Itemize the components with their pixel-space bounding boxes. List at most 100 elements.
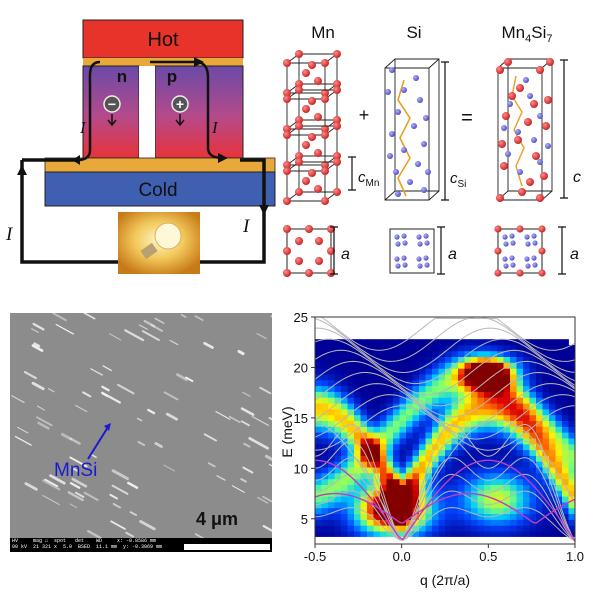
heatmap-cell xyxy=(315,420,322,427)
atom xyxy=(321,89,329,97)
precipitate-streak xyxy=(31,328,39,333)
heatmap-cell xyxy=(484,391,491,398)
heatmap-cell xyxy=(477,525,485,532)
heatmap-cell xyxy=(555,345,563,352)
heatmap-cell xyxy=(516,414,524,421)
heatmap-cell xyxy=(328,409,335,416)
heatmap-cell xyxy=(490,432,498,439)
heatmap-cell xyxy=(412,484,420,491)
atom xyxy=(525,263,531,269)
heatmap-cell xyxy=(412,443,420,451)
heatmap-cell xyxy=(562,368,569,375)
atom xyxy=(395,109,401,115)
heatmap-cell xyxy=(484,420,491,427)
heatmap-cell xyxy=(464,403,472,410)
heatmap-cell xyxy=(458,496,465,503)
heatmap-cell xyxy=(510,350,517,357)
heatmap-cell xyxy=(497,443,504,451)
heatmap-cell xyxy=(419,455,426,462)
heatmap-cell xyxy=(354,379,361,387)
heatmap-cell xyxy=(503,443,511,451)
heatmap-cell xyxy=(321,467,329,474)
heatmap-cell xyxy=(523,362,530,369)
heatmap-cell xyxy=(451,368,459,375)
heatmap-cell xyxy=(536,513,543,520)
atom xyxy=(394,256,400,262)
heatmap-cell xyxy=(549,362,556,369)
heatmap-cell xyxy=(471,397,478,404)
x-tick-label: -0.5 xyxy=(304,549,326,564)
heatmap-cell xyxy=(523,368,530,375)
atom xyxy=(402,262,408,268)
heatmap-cell xyxy=(516,379,524,387)
heatmap-cell xyxy=(354,414,361,421)
a-bracket-2 xyxy=(437,226,445,275)
heatmap-cell xyxy=(497,519,504,526)
heatmap-cell xyxy=(341,438,348,445)
heatmap-cell xyxy=(399,473,407,480)
heatmap-cell xyxy=(536,426,543,433)
heatmap-cell xyxy=(464,484,472,491)
heatmap-cell xyxy=(328,362,335,369)
mnsi-pointer-icon xyxy=(87,426,109,460)
heatmap-cell xyxy=(477,531,485,538)
heatmap-cell xyxy=(555,490,563,497)
heatmap-cell xyxy=(393,502,400,509)
heatmap-cell xyxy=(529,484,537,491)
heatmap-cell xyxy=(315,449,322,456)
heatmap-cell xyxy=(445,438,452,445)
heatmap-cell xyxy=(328,379,335,387)
heatmap-cell xyxy=(445,362,452,369)
atom xyxy=(545,143,551,149)
heatmap-cell xyxy=(484,484,491,491)
precipitate-streak xyxy=(163,464,176,472)
dispersion-curve xyxy=(314,473,576,542)
heatmap-cell xyxy=(503,345,511,352)
atom xyxy=(295,86,303,94)
precipitate-streak xyxy=(90,453,97,459)
heatmap-cell xyxy=(321,473,329,480)
precipitate-streak xyxy=(147,408,156,415)
arrowhead-icon xyxy=(218,153,228,163)
heatmap-cell xyxy=(438,368,446,375)
heatmap-cell xyxy=(497,531,504,538)
heatmap-cell xyxy=(445,513,452,520)
heatmap-cell xyxy=(315,362,322,369)
heatmap-cell xyxy=(555,420,563,427)
heatmap-cell xyxy=(503,426,511,433)
heatmap-cell xyxy=(471,531,478,538)
heatmap-cell xyxy=(380,455,387,462)
heatmap-cell xyxy=(438,409,446,416)
heatmap-cell xyxy=(438,525,446,532)
heatmap-cell xyxy=(399,507,407,515)
precipitate-streak xyxy=(75,404,88,413)
heatmap-cell xyxy=(321,507,329,515)
heatmap-cell xyxy=(484,519,491,526)
precipitate-streak xyxy=(203,433,217,442)
heatmap-cell xyxy=(510,490,517,497)
heatmap-cell xyxy=(503,449,511,456)
dispersion-curve xyxy=(314,490,576,542)
heatmap-cell xyxy=(354,339,361,346)
heatmap-cell xyxy=(334,531,342,538)
heatmap-cell xyxy=(373,379,381,387)
heatmap-cell xyxy=(315,350,322,357)
heatmap-cell xyxy=(445,356,452,363)
heatmap-cell xyxy=(399,502,407,509)
heatmap-cell xyxy=(568,374,576,381)
heatmap-cell xyxy=(451,374,459,381)
heatmap-cell xyxy=(347,426,355,433)
heatmap-cell xyxy=(451,507,459,515)
heatmap-cell xyxy=(503,368,511,375)
heatmap-cell xyxy=(438,426,446,433)
heatmap-cell xyxy=(321,409,329,416)
heatmap-cell xyxy=(315,339,322,346)
heatmap-cell xyxy=(347,455,355,462)
heatmap-cell xyxy=(568,502,576,509)
heatmap-cell xyxy=(516,525,524,532)
heatmap-cell xyxy=(347,362,355,369)
heatmap-cell xyxy=(555,339,563,346)
heatmap-cell xyxy=(399,420,407,427)
heatmap-cell xyxy=(523,385,530,392)
heatmap-cell xyxy=(503,467,511,474)
